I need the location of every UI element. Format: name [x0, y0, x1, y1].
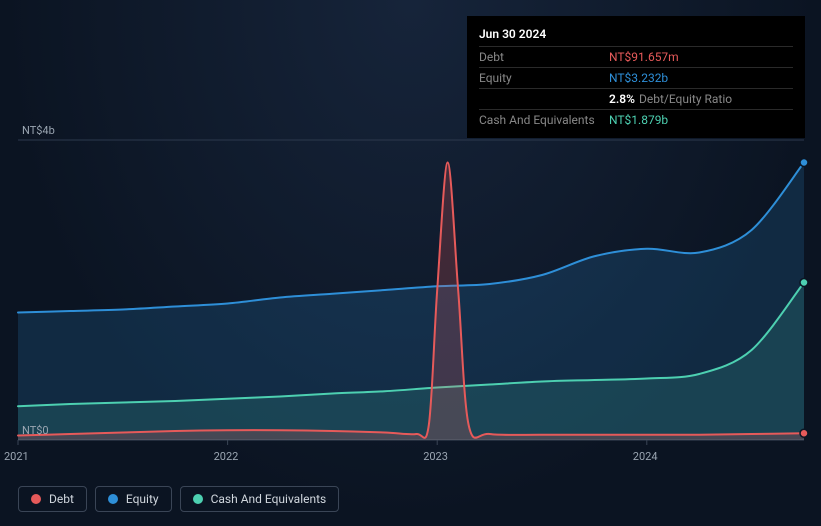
x-axis-label-2024: 2024 — [633, 450, 658, 463]
y-axis-label-top: NT$4b — [22, 124, 55, 137]
legend-dot-icon — [31, 494, 41, 504]
info-date: Jun 30 2024 — [479, 24, 793, 46]
info-row-cash: Cash And Equivalents NT$1.879b — [479, 109, 793, 130]
info-panel: Jun 30 2024 Debt NT$91.657m Equity NT$3.… — [467, 16, 805, 138]
info-ratio-pct: 2.8% — [609, 92, 635, 106]
info-label: Debt — [479, 50, 609, 64]
legend-item-equity[interactable]: Equity — [95, 486, 172, 512]
info-label: Cash And Equivalents — [479, 113, 609, 127]
info-value: NT$91.657m — [609, 50, 679, 64]
legend-dot-icon — [108, 494, 118, 504]
x-axis-label-2022: 2022 — [214, 450, 239, 463]
x-axis-label-2023: 2023 — [423, 450, 448, 463]
chart-container: NT$4b NT$0 2021 2022 2023 2024 Jun 30 20… — [0, 0, 821, 526]
x-axis-label-2021: 2021 — [4, 450, 29, 463]
legend-item-debt[interactable]: Debt — [18, 486, 87, 512]
info-ratio-label: Debt/Equity Ratio — [639, 92, 732, 106]
legend-label: Debt — [49, 492, 74, 506]
info-value: NT$1.879b — [609, 113, 668, 127]
legend-dot-icon — [193, 494, 203, 504]
y-axis-label-bottom: NT$0 — [22, 424, 49, 437]
info-label — [479, 92, 609, 106]
legend-label: Equity — [126, 492, 159, 506]
info-value: NT$3.232b — [609, 71, 668, 85]
info-row-debt: Debt NT$91.657m — [479, 46, 793, 67]
legend-label: Cash And Equivalents — [211, 492, 327, 506]
info-label: Equity — [479, 71, 609, 85]
legend: Debt Equity Cash And Equivalents — [18, 486, 339, 512]
info-row-equity: Equity NT$3.232b — [479, 67, 793, 88]
legend-item-cash[interactable]: Cash And Equivalents — [180, 486, 340, 512]
info-row-ratio: 2.8% Debt/Equity Ratio — [479, 88, 793, 109]
